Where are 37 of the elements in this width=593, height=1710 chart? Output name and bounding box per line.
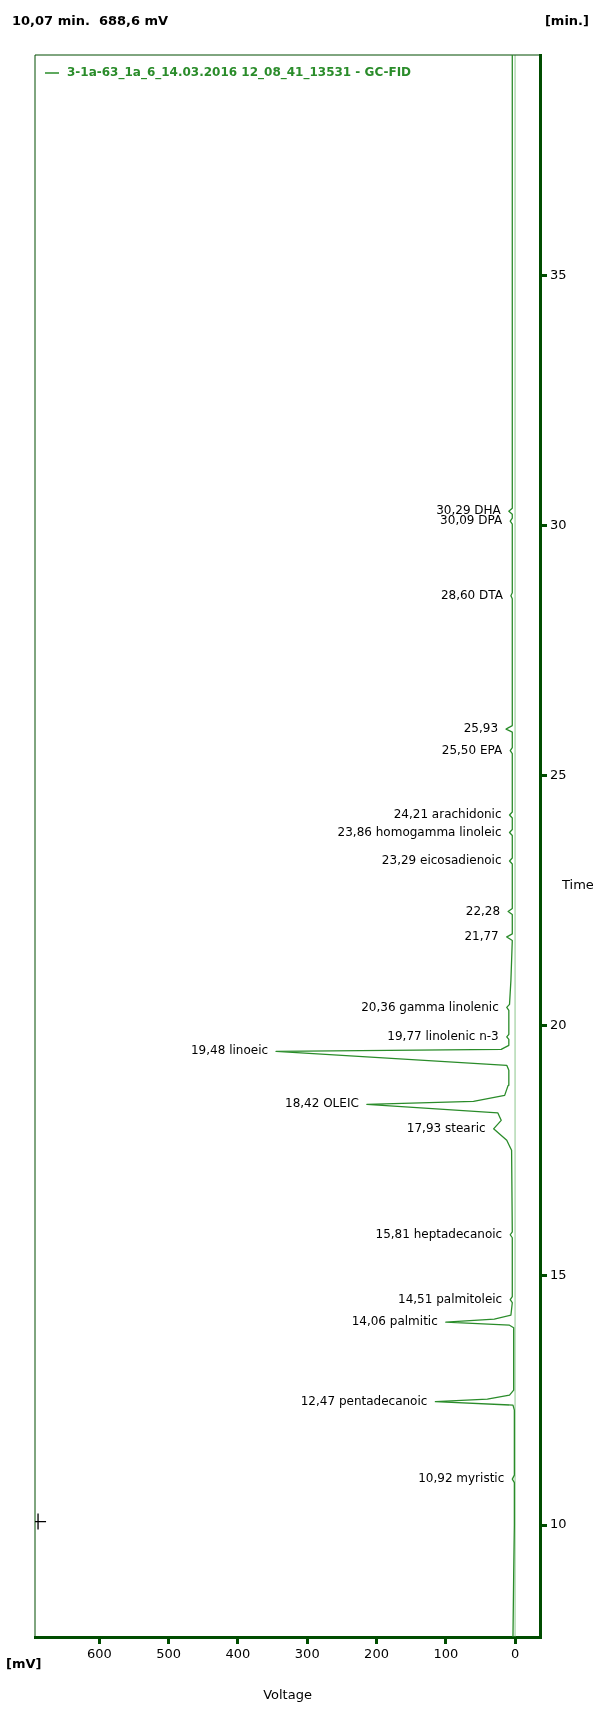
y-tick-label: 20 xyxy=(550,1016,567,1032)
x-tick-label: 400 xyxy=(225,1646,251,1662)
annotation: 19,48 linoeic xyxy=(190,1043,269,1058)
x-tick-label: 0 xyxy=(510,1646,520,1662)
y-tick-label: 35 xyxy=(550,267,567,283)
annotation: 17,93 stearic xyxy=(406,1120,486,1135)
annotation: 19,77 linolenic n-3 xyxy=(387,1029,499,1043)
text: [min.] xyxy=(544,13,589,29)
annotation: 14,06 palmitic xyxy=(351,1314,438,1329)
annotation: 25,93 xyxy=(463,721,499,736)
x-axis-title: Voltage xyxy=(263,1687,312,1703)
annotation: 23,29 eicosadienoic xyxy=(381,853,502,868)
annotation: 14,51 palmitoleic xyxy=(398,1291,503,1306)
annotation: 25,50 EPA xyxy=(441,742,503,757)
annotation: 12,47 pentadecanoic xyxy=(300,1393,428,1408)
x-tick-label: 300 xyxy=(294,1646,320,1662)
y-tick-label: 10 xyxy=(550,1516,567,1532)
x-tick-label: 500 xyxy=(156,1646,182,1662)
y-tick-label: 25 xyxy=(550,766,567,782)
x-tick-label: 600 xyxy=(87,1646,112,1662)
y-axis-title: Time xyxy=(561,877,593,893)
annotation: 15,81 heptadecanoic xyxy=(375,1226,503,1241)
y-tick-label: 30 xyxy=(550,517,567,533)
legend-label: 3-1a-63_1a_6_14.03.2016 12_08_41_13531 - GC-FID xyxy=(67,65,412,81)
annotation: 18,42 OLEIC xyxy=(285,1096,359,1111)
annotation: 28,60 DTA xyxy=(440,587,504,602)
text: 10,07 min. 688,6 mV xyxy=(12,13,169,29)
annotation: 21,77 xyxy=(464,929,499,944)
annotation: 22,28 xyxy=(465,903,501,918)
x-tick-label: 200 xyxy=(364,1646,389,1662)
annotation: 20,36 gamma linolenic xyxy=(361,999,499,1014)
annotation: 10,92 myristic xyxy=(418,1471,505,1486)
annotation: 23,86 homogamma linoleic xyxy=(337,824,502,839)
annotation: 24,21 arachidonic xyxy=(393,807,502,822)
x-tick-label: 100 xyxy=(433,1646,459,1662)
y-tick-label: 15 xyxy=(550,1266,567,1282)
text: [mV] xyxy=(6,1656,42,1672)
